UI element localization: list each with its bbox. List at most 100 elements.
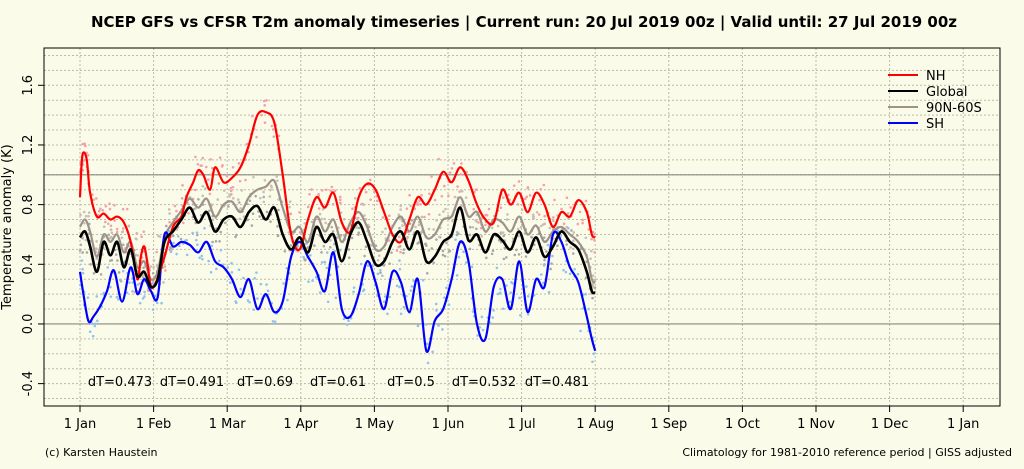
ensemble-dot: [283, 250, 287, 253]
ensemble-dot: [86, 296, 90, 299]
ensemble-dot: [175, 209, 178, 213]
ensemble-dot: [322, 244, 326, 248]
ensemble-dot: [84, 214, 88, 218]
ensemble-dot: [388, 262, 391, 265]
x-tick-label: 1 Dec: [871, 417, 909, 432]
ensemble-dot: [254, 194, 257, 198]
ensemble-dot: [518, 296, 521, 300]
ensemble-dot: [304, 258, 307, 262]
y-tick-label: 0.8: [21, 194, 36, 215]
ensemble-dot: [121, 230, 125, 233]
ensemble-dot: [317, 192, 320, 196]
y-axis-title: Temperature anomaly (K): [0, 144, 15, 310]
ensemble-dot: [456, 185, 459, 188]
ensemble-dot: [330, 185, 334, 189]
ensemble-dot: [88, 330, 92, 334]
ensemble-dot: [160, 301, 163, 305]
ensemble-dot: [83, 142, 86, 146]
ensemble-dot: [420, 194, 423, 197]
ensemble-dot: [325, 251, 329, 254]
ensemble-dot: [459, 173, 463, 176]
ensemble-dot: [398, 226, 401, 230]
ensemble-dot: [490, 226, 494, 230]
ensemble-dot: [326, 300, 330, 304]
ensemble-dot: [198, 256, 202, 260]
ensemble-dot: [402, 251, 405, 255]
footer-climatology: Climatology for 1981-2010 reference peri…: [682, 446, 1012, 459]
ensemble-dot: [209, 173, 213, 176]
ensemble-dot: [569, 246, 572, 249]
ensemble-dot: [339, 201, 342, 205]
ensemble-dot: [576, 234, 579, 237]
ensemble-dot: [379, 271, 382, 275]
ensemble-dot: [495, 266, 499, 270]
ensemble-dot: [120, 236, 124, 240]
ensemble-dot: [512, 184, 516, 187]
ensemble-dot: [416, 201, 419, 205]
ensemble-dot: [193, 188, 197, 192]
ensemble-dot: [539, 273, 543, 276]
ensemble-dot: [591, 296, 594, 300]
ensemble-dot: [381, 230, 384, 234]
ensemble-dot: [505, 256, 508, 259]
ensemble-dot: [479, 226, 483, 230]
ensemble-dot: [276, 225, 279, 228]
ensemble-dot: [167, 208, 171, 211]
ensemble-dot: [376, 272, 380, 276]
ensemble-dot: [134, 253, 138, 257]
ensemble-dot: [82, 210, 86, 214]
ensemble-dot: [321, 207, 325, 211]
ensemble-dot: [496, 292, 500, 296]
ensemble-dot: [581, 221, 584, 225]
ensemble-dot: [491, 249, 495, 253]
ensemble-dot: [237, 201, 241, 204]
ensemble-dot: [83, 158, 86, 162]
ensemble-dot: [237, 162, 241, 165]
ensemble-dot: [155, 301, 159, 305]
ensemble-dot: [311, 279, 314, 283]
dt-annotation: dT=0.481: [525, 375, 589, 390]
ensemble-dot: [97, 209, 101, 213]
ensemble-dot: [352, 290, 355, 294]
ensemble-dot: [211, 166, 214, 170]
ensemble-dot: [425, 271, 429, 275]
ensemble-dot: [526, 294, 530, 298]
ensemble-dot: [151, 308, 155, 311]
ensemble-dot: [252, 308, 256, 312]
ensemble-dot: [269, 220, 272, 223]
ensemble-dot: [560, 207, 563, 211]
ensemble-dot: [472, 207, 476, 211]
ensemble-dot: [200, 254, 204, 258]
ensemble-dot: [203, 226, 206, 230]
ensemble-dot: [552, 219, 555, 223]
ensemble-dot: [405, 207, 409, 210]
ensemble-dot: [584, 199, 588, 203]
ensemble-dot: [448, 249, 452, 253]
ensemble-dot: [239, 207, 242, 210]
ensemble-dot: [163, 265, 167, 268]
ensemble-dot: [218, 239, 221, 243]
ensemble-dot: [423, 215, 426, 219]
ensemble-dot: [342, 317, 346, 321]
ensemble-dot: [471, 225, 475, 229]
ensemble-dot: [244, 178, 247, 182]
ensemble-dot: [514, 248, 518, 252]
ensemble-dot: [437, 157, 440, 161]
ensemble-dot: [372, 190, 376, 194]
ensemble-dot: [418, 199, 421, 203]
ensemble-dot: [282, 282, 285, 285]
y-axis: -0.4 0.0 0.4 0.8 1.2 1.6: [21, 75, 44, 396]
x-tick-label: 1 Mar: [209, 417, 247, 432]
ensemble-dot: [443, 296, 446, 299]
ensemble-dot: [447, 194, 450, 197]
ensemble-dot: [108, 202, 111, 206]
ensemble-dot: [210, 203, 214, 206]
ensemble-dot: [591, 360, 594, 364]
ensemble-dot: [239, 287, 243, 291]
ensemble-dot: [262, 195, 266, 199]
ensemble-dot: [426, 361, 430, 365]
ensemble-dot: [353, 196, 357, 200]
ensemble-dot: [386, 312, 389, 316]
ensemble-dot: [122, 243, 125, 247]
